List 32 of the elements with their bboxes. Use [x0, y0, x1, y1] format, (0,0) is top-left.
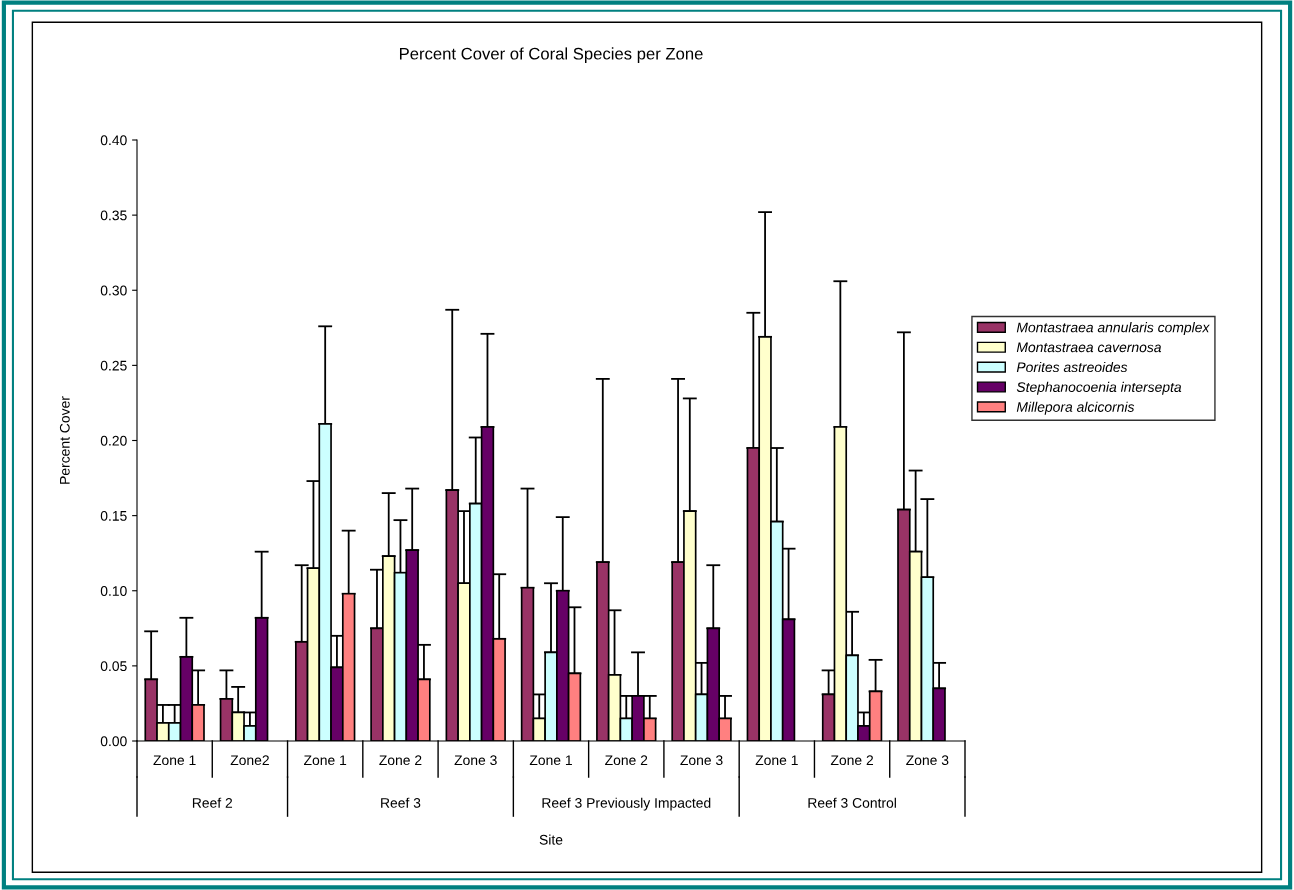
legend-label: Millepora alcicornis — [1016, 401, 1135, 415]
y-axis-title: Percent Cover — [59, 396, 70, 484]
y-tick-label: 0.35 — [100, 210, 127, 221]
x-axis-title: Site — [539, 834, 563, 845]
text: Reef 3 — [381, 797, 421, 808]
legend-label: Porites astreoides — [1016, 361, 1128, 373]
y-tick-label: 0.20 — [100, 435, 127, 446]
y-tick-label: 0.25 — [100, 360, 127, 371]
x-tick-label: Zone 2 — [830, 755, 874, 766]
text: Reef 3 Previously Impacted — [542, 797, 711, 811]
y-tick-label: 0.10 — [100, 586, 127, 596]
text: Reef 2 — [192, 797, 233, 808]
y-tick-label: 0.00 — [100, 736, 127, 747]
legend-label: Stephanocoenia intersepta — [1016, 381, 1182, 395]
text: Reef 3 Control — [808, 797, 896, 808]
y-tick-label: 0.30 — [100, 285, 127, 296]
chart-title: Percent Cover of Coral Species per Zone — [399, 47, 703, 63]
x-tick-label: Zone2 — [230, 755, 269, 766]
x-tick-label: Zone 1 — [529, 755, 572, 766]
y-tick-label: 0.05 — [100, 661, 127, 672]
x-tick-label: Zone 3 — [906, 755, 949, 766]
x-tick-label: Zone 2 — [605, 755, 648, 766]
x-tick-label: Zone 1 — [755, 755, 798, 766]
x-tick-label: Zone 1 — [153, 755, 196, 766]
y-tick-label: 0.15 — [100, 510, 127, 521]
x-tick-label: Zone 3 — [680, 755, 723, 766]
x-tick-label: Zone 3 — [454, 755, 497, 766]
legend-label: Montastraea annularis complex — [1016, 322, 1210, 336]
x-tick-label: Zone 2 — [379, 755, 422, 766]
y-tick-label: 0.40 — [100, 135, 127, 146]
x-tick-label: Zone 1 — [304, 755, 347, 766]
legend-label: Montastraea cavernosa — [1016, 342, 1162, 353]
